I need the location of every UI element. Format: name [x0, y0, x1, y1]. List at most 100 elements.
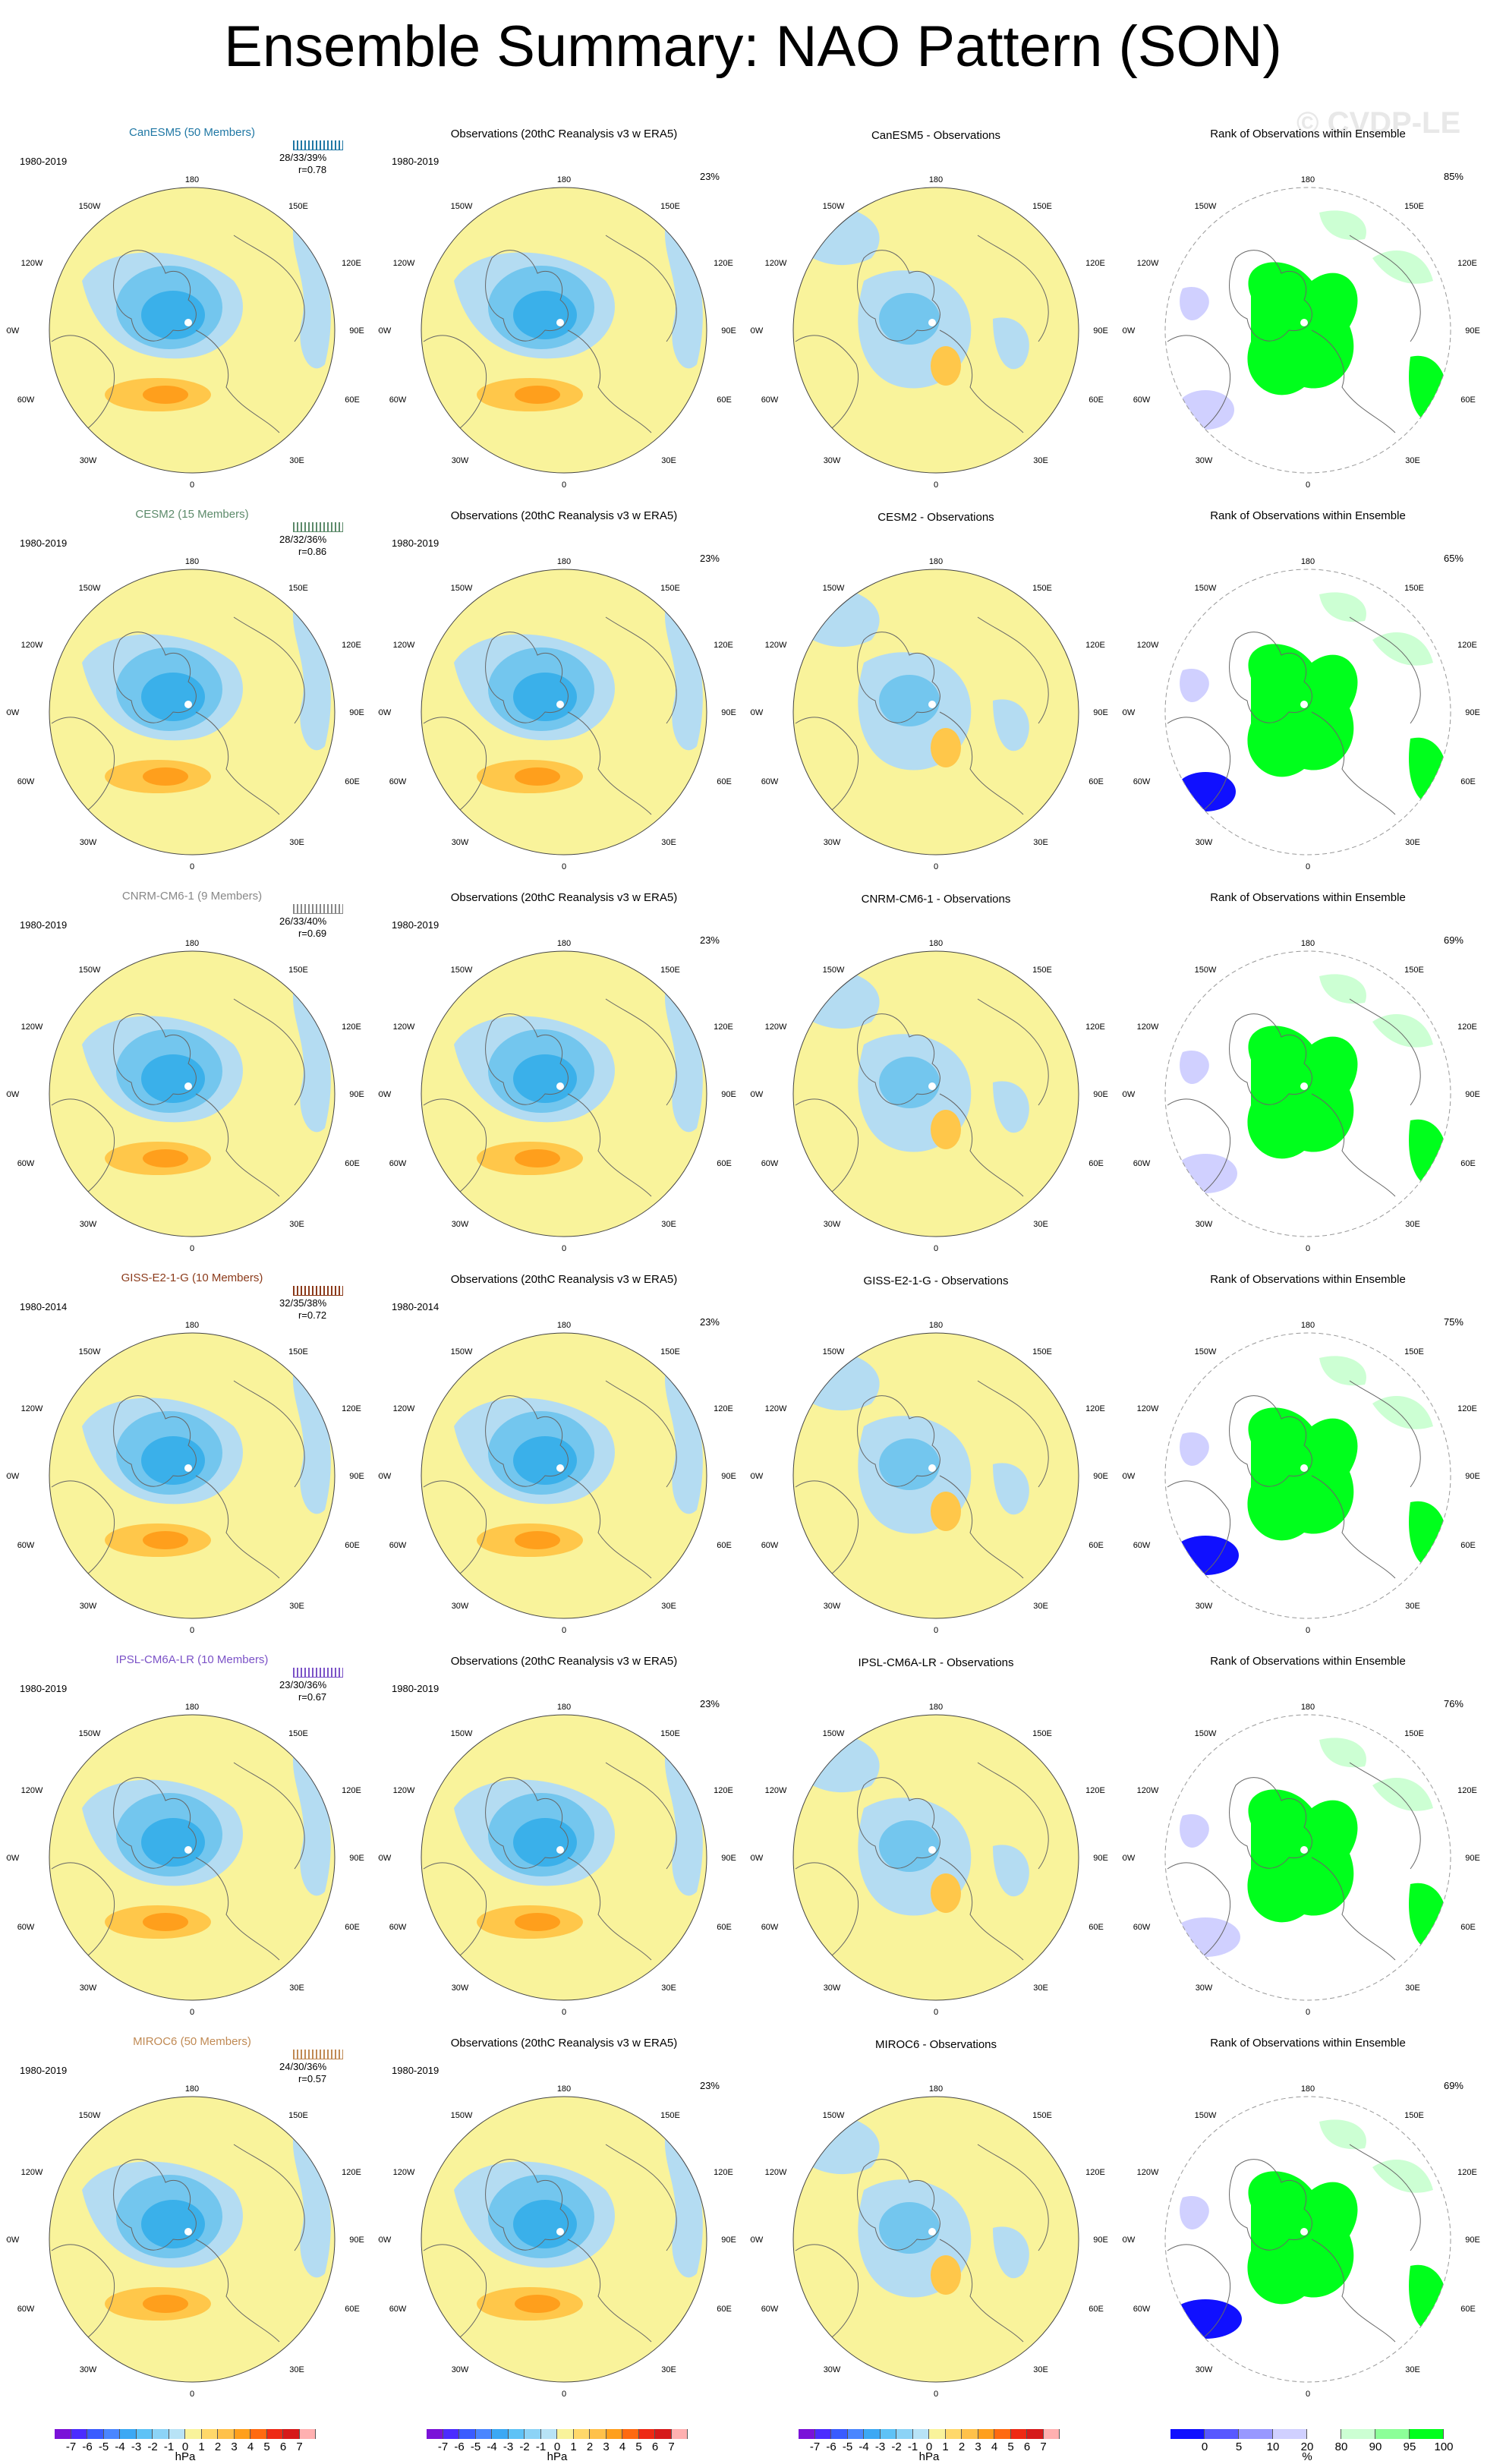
lon-label-30e: 30E: [1405, 456, 1420, 465]
lon-label-60e: 60E: [1460, 395, 1476, 405]
observations-panel: Observations (20thC Reanalysis v3 w ERA5…: [378, 885, 750, 1268]
colorbar-ticks: 0 5 10 20 80 90 95 100: [1170, 2439, 1454, 2453]
lon-label-180: 180: [185, 2084, 199, 2094]
lon-label-150e: 150E: [660, 966, 680, 975]
asia-coastline: [977, 235, 1049, 342]
observed-variance: 23%: [699, 1698, 720, 1709]
lon-label-60w: 60W: [17, 395, 35, 405]
colorbar-tick-label: 7: [668, 2440, 675, 2453]
lon-label-90e: 90E: [721, 1854, 736, 1863]
lon-label-120e: 120E: [1457, 1022, 1477, 1032]
asia-coastline: [1349, 235, 1421, 342]
greenland-coastline: [857, 1013, 940, 1105]
colorbar-obs-hpa: -7 -6 -5 -4 -3 -2 -1 0 1 2 3 4 5 6 7 hPa: [427, 2429, 688, 2463]
lon-label-120e: 120E: [714, 1022, 733, 1032]
lon-label-120e: 120E: [342, 1022, 361, 1032]
lon-label-120e: 120E: [1085, 259, 1105, 268]
north-america-coastline: [1167, 717, 1231, 815]
greenland-coastline: [1229, 250, 1312, 342]
model-negative-core: [141, 1436, 205, 1485]
colorbar-swatches: [799, 2429, 1060, 2439]
asia-coastline: [233, 2144, 305, 2251]
observed-variance: 23%: [699, 934, 720, 946]
lon-label-90e: 90E: [1465, 326, 1480, 336]
north-pole-marker: [928, 701, 936, 708]
lon-label-150w: 150W: [79, 584, 101, 593]
lon-label-90e: 90E: [1093, 326, 1108, 336]
difference-panel: MIROC6 - Observations 180 0 150W 150E 120W 120…: [750, 2031, 1122, 2413]
lon-label-90w: 90W: [6, 326, 20, 336]
asia-coastline: [1349, 1762, 1421, 1870]
explained-variance-stats: 24/30/36% r=0.57: [279, 2061, 326, 2085]
colorbar-swatch: [864, 2429, 881, 2439]
observed-variance: 23%: [699, 2080, 720, 2091]
lon-label-150w: 150W: [823, 1347, 845, 1356]
asia-coastline: [977, 998, 1049, 1106]
lon-label-30e: 30E: [661, 1602, 676, 1611]
rank-low-region-west: [1180, 2196, 1209, 2229]
greenland-coastline: [485, 1013, 569, 1105]
lon-label-60e: 60E: [717, 777, 732, 786]
colorbar-tick-label: 1: [942, 2440, 949, 2453]
lon-label-90w: 90W: [378, 1472, 392, 1481]
north-america-coastline: [51, 1098, 115, 1197]
lon-label-60w: 60W: [389, 1541, 407, 1550]
lon-label-120w: 120W: [765, 1022, 787, 1032]
model-negative-core: [141, 291, 205, 339]
rank-mid-region-north: [1319, 1738, 1366, 1768]
observations-title: Observations (20thC Reanalysis v3 w ERA5…: [450, 509, 678, 522]
europe-coastline: [567, 711, 652, 815]
lon-label-0: 0: [190, 1626, 194, 1635]
lon-label-180: 180: [557, 175, 571, 184]
map-boundary: [49, 950, 336, 1237]
europe-coastline: [1311, 711, 1396, 815]
colorbar-swatch: [525, 2429, 541, 2439]
north-america-coastline: [1167, 1862, 1231, 1961]
lon-label-150e: 150E: [1032, 1347, 1052, 1356]
lon-label-30w: 30W: [1196, 838, 1213, 847]
asia-coastline: [1349, 2144, 1421, 2251]
model-positive-core: [143, 2295, 188, 2313]
lon-label-120e: 120E: [714, 2168, 733, 2177]
asia-coastline: [1349, 616, 1421, 724]
lon-label-30e: 30E: [289, 2365, 304, 2374]
lon-label-90w: 90W: [6, 2236, 20, 2245]
rank-percentage: 65%: [1443, 553, 1463, 564]
model-positive-core: [143, 1913, 188, 1931]
colorbar-tick-label: -2: [147, 2440, 158, 2453]
greenland-coastline: [113, 2159, 197, 2251]
lon-label-60e: 60E: [345, 1923, 360, 1932]
lon-label-120w: 120W: [765, 641, 787, 650]
colorbar-tick-label: 5: [263, 2440, 270, 2453]
colorbar-swatch: [606, 2429, 622, 2439]
asia-coastline: [605, 2144, 677, 2251]
lon-label-30e: 30E: [1033, 1220, 1048, 1229]
north-pole-marker: [556, 1846, 564, 1854]
lon-label-0: 0: [934, 481, 938, 490]
colorbar-swatch: [508, 2429, 525, 2439]
colorbar-swatch: [847, 2429, 864, 2439]
north-america-coastline: [423, 2244, 487, 2343]
map-boundary: [792, 1332, 1079, 1619]
model-title: GISS-E2-1-G (10 Members): [121, 1271, 263, 1284]
map-boundary: [1164, 950, 1451, 1237]
lon-label-150e: 150E: [288, 202, 308, 211]
lon-label-150w: 150W: [1195, 1729, 1217, 1738]
rank-title: Rank of Observations within Ensemble: [1210, 1273, 1406, 1286]
colorbar-tick-label: -1: [163, 2440, 175, 2453]
rank-low-region: [1172, 1536, 1239, 1575]
lon-label-60e: 60E: [717, 1159, 732, 1168]
lon-label-120e: 120E: [714, 1786, 733, 1795]
observations-panel: Observations (20thC Reanalysis v3 w ERA5…: [378, 121, 750, 504]
lon-label-30e: 30E: [1405, 1602, 1420, 1611]
colorbar-ticks: -7 -6 -5 -4 -3 -2 -1 0 1 2 3 4 5 6 7: [799, 2439, 1060, 2453]
colorbar-tick-label: -7: [437, 2440, 449, 2453]
colorbar-unit: hPa: [918, 2450, 940, 2463]
diff-map: 180 0 150W 150E 120W 120E 90W 90E 60W 60E 30W 30E: [750, 1321, 1108, 1635]
map-boundary: [1164, 2096, 1451, 2383]
lon-label-120e: 120E: [1085, 1404, 1105, 1413]
north-pole-marker: [556, 1464, 564, 1472]
north-america-coastline: [795, 717, 859, 815]
observations-title: Observations (20thC Reanalysis v3 w ERA5…: [450, 1273, 678, 1286]
colorbar-swatches: [427, 2429, 688, 2439]
